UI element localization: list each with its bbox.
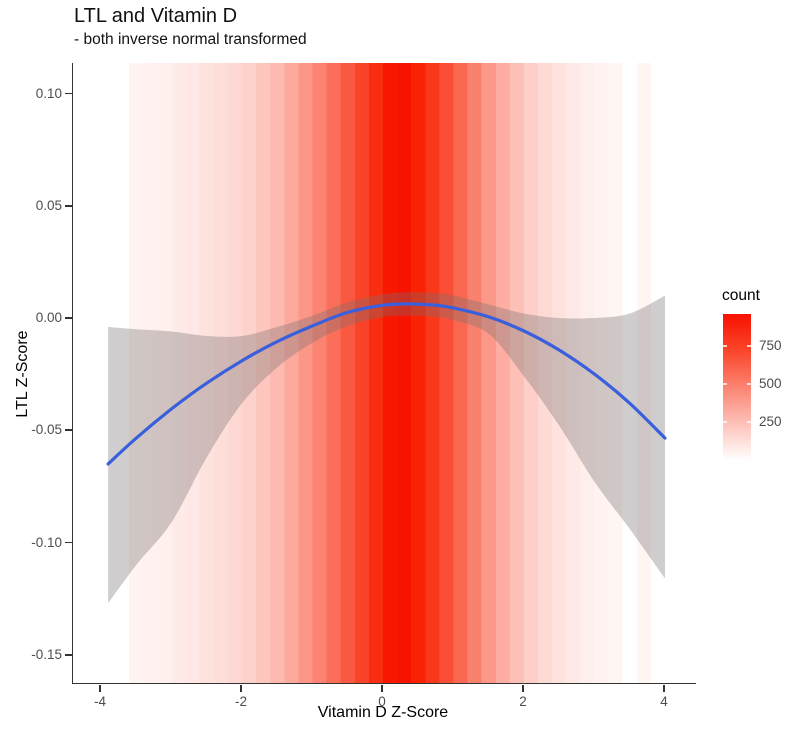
- y-tick-label: -0.05: [31, 422, 62, 438]
- histogram-stripe: [509, 63, 524, 683]
- histogram-stripe: [199, 63, 214, 683]
- histogram-stripe: [383, 63, 398, 683]
- histogram-stripe: [298, 63, 313, 683]
- x-tick-label: -2: [234, 694, 247, 709]
- histogram-stripe: [495, 63, 510, 683]
- legend-title: count: [722, 287, 760, 304]
- y-tick-label: -0.10: [31, 534, 62, 550]
- histogram-stripe: [354, 63, 369, 683]
- x-tick: [663, 684, 665, 692]
- y-axis-title: LTL Z-Score: [14, 330, 31, 418]
- histogram-stripe: [171, 63, 186, 683]
- y-tick: [65, 204, 72, 207]
- y-tick-label: 0.05: [35, 197, 62, 213]
- y-tick: [65, 317, 72, 319]
- histogram-stripe: [467, 63, 482, 683]
- histogram-stripe: [397, 63, 412, 683]
- histogram-stripe: [157, 63, 172, 683]
- legend-bar-tick: [723, 383, 727, 385]
- legend-bar-tick: [747, 345, 751, 347]
- y-tick: [65, 653, 72, 656]
- histogram-stripe: [594, 63, 609, 683]
- histogram-stripe: [270, 63, 285, 683]
- smooth-line: [106, 302, 667, 466]
- legend-tick-label: 500: [759, 375, 782, 391]
- histogram-stripe: [284, 63, 299, 683]
- y-tick-label: -0.15: [31, 646, 62, 662]
- histogram-stripe: [425, 63, 440, 683]
- y-tick: [65, 92, 72, 95]
- x-tick-label: 2: [519, 694, 527, 709]
- histogram-stripe: [439, 63, 454, 683]
- histogram-stripe: [326, 63, 341, 683]
- plot-area: [106, 63, 667, 683]
- legend-bar-tick: [747, 383, 751, 385]
- x-tick-label: 4: [660, 694, 668, 709]
- legend-bar-tick: [723, 421, 727, 423]
- histogram-stripe: [552, 63, 567, 683]
- confidence-ribbon: [108, 292, 666, 604]
- y-tick: [65, 429, 72, 432]
- legend-colorbar: [723, 314, 751, 460]
- histogram-stripe: [524, 63, 539, 683]
- x-tick: [240, 684, 242, 692]
- histogram-stripe: [368, 63, 383, 683]
- histogram-stripe: [340, 63, 355, 683]
- legend-tick-label: 250: [759, 413, 782, 429]
- x-tick: [522, 684, 524, 692]
- histogram-stripe: [256, 63, 271, 683]
- histogram-stripe: [566, 63, 581, 683]
- legend-tick-label: 750: [759, 337, 782, 353]
- histogram-stripe: [453, 63, 468, 683]
- histogram-stripe: [312, 63, 327, 683]
- x-tick: [381, 684, 383, 692]
- y-tick-label: 0.00: [35, 310, 62, 325]
- x-tick-label: 0: [378, 694, 386, 709]
- histogram-stripe: [185, 63, 200, 683]
- histogram-stripe: [227, 63, 242, 683]
- histogram-stripe: [608, 63, 623, 683]
- x-tick: [99, 684, 101, 692]
- chart-subtitle: - both inverse normal transformed: [74, 31, 307, 48]
- legend-bar-tick: [723, 345, 727, 347]
- x-axis-title: Vitamin D Z-Score: [317, 704, 449, 721]
- histogram-stripe: [143, 63, 158, 683]
- chart-title: LTL and Vitamin D: [74, 5, 238, 27]
- plot-panel: [72, 63, 696, 684]
- histogram-stripe: [242, 63, 257, 683]
- histogram-stripe: [580, 63, 595, 683]
- histogram-stripe: [411, 63, 426, 683]
- histogram-stripe: [538, 63, 553, 683]
- legend-bar-tick: [747, 421, 751, 423]
- density-stripes: [129, 63, 651, 683]
- histogram-stripe: [129, 63, 144, 683]
- histogram-stripe: [481, 63, 496, 683]
- y-tick: [65, 541, 72, 544]
- histogram-stripe: [622, 63, 637, 683]
- histogram-stripe: [636, 63, 651, 683]
- y-tick-label: 0.10: [35, 85, 62, 101]
- x-tick-label: -4: [93, 694, 106, 709]
